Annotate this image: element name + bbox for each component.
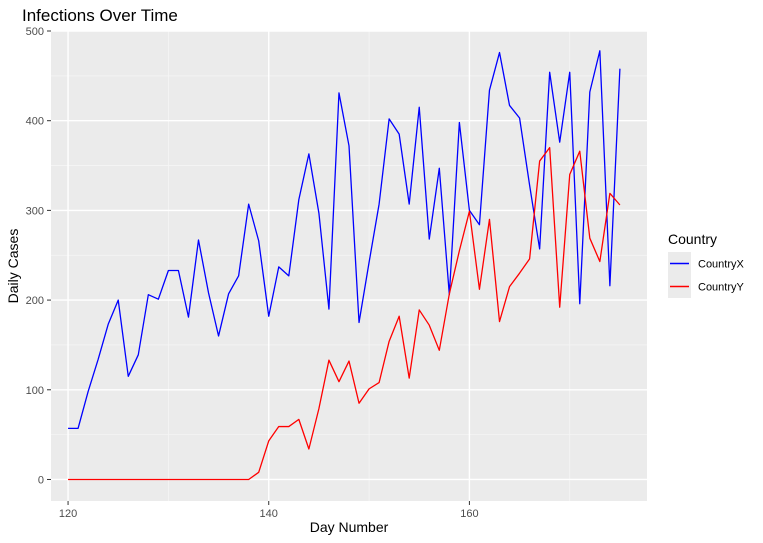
y-tick-label: 0 (38, 474, 44, 486)
legend-label-countryy: CountryY (698, 282, 745, 294)
series-lines (68, 50, 621, 481)
x-tick-label: 140 (260, 508, 278, 520)
x-axis-ticks: 120 140 160 (59, 501, 479, 520)
legend: Country CountryX CountryY (668, 231, 745, 298)
y-tick-label: 200 (26, 295, 44, 307)
y-axis-title: Daily Cases (5, 229, 21, 304)
legend-items: CountryX CountryY (668, 252, 745, 298)
x-tick-label: 120 (59, 508, 77, 520)
y-tick-label: 300 (26, 205, 44, 217)
y-tick-label: 500 (26, 26, 44, 38)
series-line-countryx (68, 50, 621, 430)
y-axis-ticks: 0 100 200 300 400 500 (26, 26, 51, 486)
chart-title: Infections Over Time (22, 6, 178, 25)
y-tick-label: 100 (26, 385, 44, 397)
series-line-countryy (68, 146, 621, 481)
legend-label-countryx: CountryX (698, 259, 745, 271)
legend-title: Country (668, 231, 717, 247)
x-tick-label: 160 (460, 508, 478, 520)
y-tick-label: 400 (26, 116, 44, 128)
x-axis-title: Day Number (310, 519, 389, 535)
grid-major (51, 30, 647, 501)
